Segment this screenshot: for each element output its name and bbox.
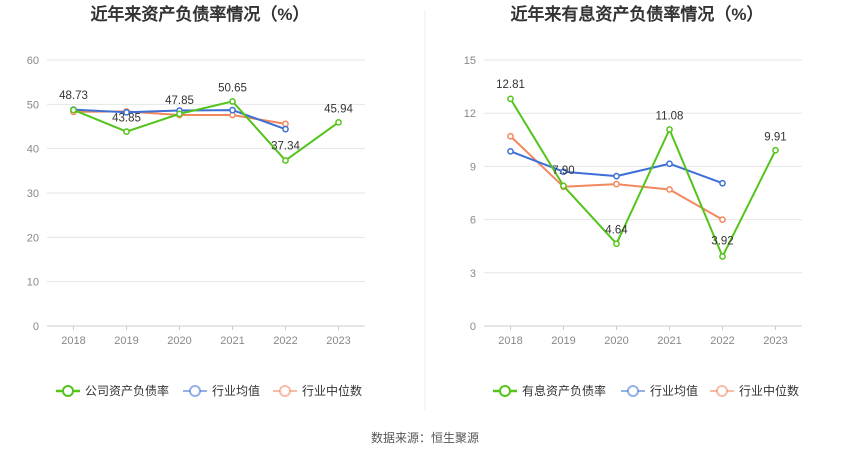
x-tick-label: 2023 — [326, 335, 350, 347]
data-point — [507, 132, 514, 140]
data-point — [229, 106, 236, 114]
data-point — [282, 157, 289, 164]
data-point — [176, 110, 183, 118]
legend-label: 行业中位数 — [739, 383, 799, 398]
legend-marker-circle — [716, 385, 728, 397]
data-source-note: 数据来源：恒生聚源 — [371, 430, 479, 445]
legend-label: 行业均值 — [650, 383, 698, 398]
y-tick-label: 12 — [464, 108, 476, 120]
y-tick-label: 6 — [470, 215, 476, 227]
y-tick-label: 0 — [470, 321, 476, 333]
legend-marker-circle — [279, 385, 291, 397]
data-point — [229, 98, 236, 105]
data-point — [719, 179, 726, 187]
legend-item[interactable]: 行业中位数 — [710, 383, 799, 398]
x-tick-label: 2020 — [167, 335, 191, 347]
data-point — [613, 180, 620, 188]
x-tick-label: 2022 — [273, 335, 297, 347]
data-point — [666, 126, 673, 133]
data-label: 50.65 — [218, 82, 247, 94]
data-point — [719, 216, 726, 223]
legend-marker-circle — [189, 385, 201, 397]
y-tick-label: 3 — [470, 268, 476, 280]
data-point — [507, 147, 514, 155]
x-tick-label: 2019 — [551, 335, 575, 347]
data-label: 45.94 — [324, 103, 353, 115]
legend-item[interactable]: 行业均值 — [183, 383, 260, 398]
data-point — [666, 186, 673, 193]
chart-title: 近年来有息资产负债率情况（%） — [510, 4, 763, 24]
data-label: 7.90 — [552, 165, 574, 177]
data-point — [560, 168, 567, 176]
x-tick-label: 2018 — [61, 335, 85, 347]
data-label: 37.34 — [271, 140, 300, 152]
data-point — [282, 125, 289, 133]
legend-label: 公司资产负债率 — [85, 383, 169, 398]
y-tick-label: 60 — [27, 55, 39, 67]
x-tick-label: 2023 — [763, 335, 787, 347]
legend-item[interactable]: 行业均值 — [621, 383, 698, 398]
data-point — [335, 118, 342, 126]
data-label: 43.85 — [112, 113, 141, 125]
data-point — [70, 106, 77, 114]
interest-bearing-debt-ratio-chart: 近年来有息资产负债率情况（%） 0 3 6 9 12 15 2018 2019 2020 2021 2… — [464, 4, 802, 398]
data-point — [772, 146, 779, 154]
legend-label: 行业中位数 — [302, 383, 362, 398]
data-label: 12.81 — [496, 79, 525, 91]
x-tick-label: 2022 — [710, 335, 734, 347]
x-tick-label: 2021 — [657, 335, 681, 347]
data-point — [123, 128, 130, 135]
data-point — [613, 240, 620, 248]
y-tick-label: 40 — [27, 144, 39, 156]
data-point — [666, 160, 673, 168]
data-point — [719, 253, 726, 260]
data-point — [282, 120, 289, 128]
y-tick-label: 9 — [470, 161, 476, 173]
legend-marker-circle — [499, 385, 511, 397]
legend-label: 行业均值 — [212, 383, 260, 398]
chart-title: 近年来资产负债率情况（%） — [90, 4, 309, 24]
data-label: 9.91 — [764, 131, 786, 143]
x-tick-label: 2018 — [498, 335, 522, 347]
data-label: 48.73 — [59, 90, 88, 102]
data-label: 4.64 — [605, 225, 628, 237]
legend-item[interactable]: 有息资产负债率 — [493, 383, 606, 398]
legend-item[interactable]: 公司资产负债率 — [56, 383, 169, 398]
y-tick-label: 0 — [33, 321, 39, 333]
legend-item[interactable]: 行业中位数 — [273, 383, 362, 398]
debt-ratio-chart: 近年来资产负债率情况（%） 0 10 20 30 40 50 60 2018 2019 2020 20… — [27, 4, 365, 398]
legend-marker-circle — [627, 385, 639, 397]
data-label: 3.92 — [711, 235, 733, 247]
x-tick-label: 2019 — [114, 335, 138, 347]
legend-label: 有息资产负债率 — [522, 383, 606, 398]
x-tick-label: 2021 — [220, 335, 244, 347]
data-label: 47.85 — [165, 95, 194, 107]
series-line — [73, 100, 340, 162]
x-tick-label: 2020 — [604, 335, 628, 347]
data-point — [560, 182, 567, 190]
data-point — [613, 172, 620, 180]
data-point — [507, 95, 514, 103]
y-tick-label: 50 — [27, 99, 39, 111]
data-point — [123, 108, 130, 116]
y-tick-label: 15 — [464, 55, 476, 67]
series-line — [509, 98, 777, 258]
y-tick-label: 30 — [27, 188, 39, 200]
legend-marker-circle — [62, 385, 74, 397]
y-tick-label: 20 — [27, 232, 39, 244]
y-tick-label: 10 — [27, 277, 39, 289]
data-label: 11.08 — [656, 111, 684, 123]
